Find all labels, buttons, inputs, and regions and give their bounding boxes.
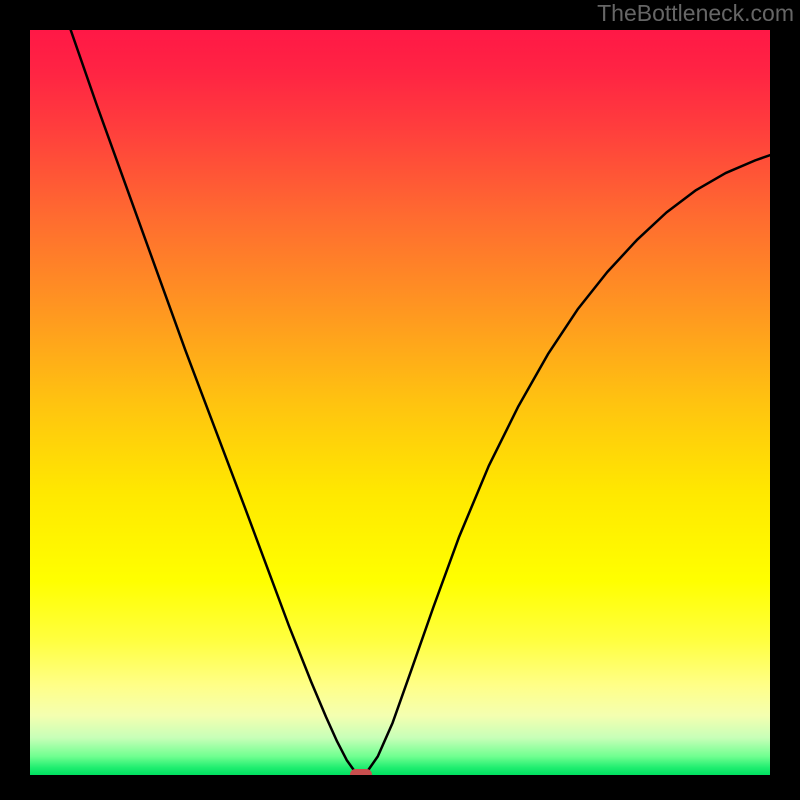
watermark-text: TheBottleneck.com <box>597 0 794 27</box>
plot-area <box>30 30 770 775</box>
minimum-marker <box>350 769 372 775</box>
chart-frame <box>0 0 800 800</box>
curve-path <box>71 30 770 775</box>
bottleneck-curve <box>30 30 770 775</box>
